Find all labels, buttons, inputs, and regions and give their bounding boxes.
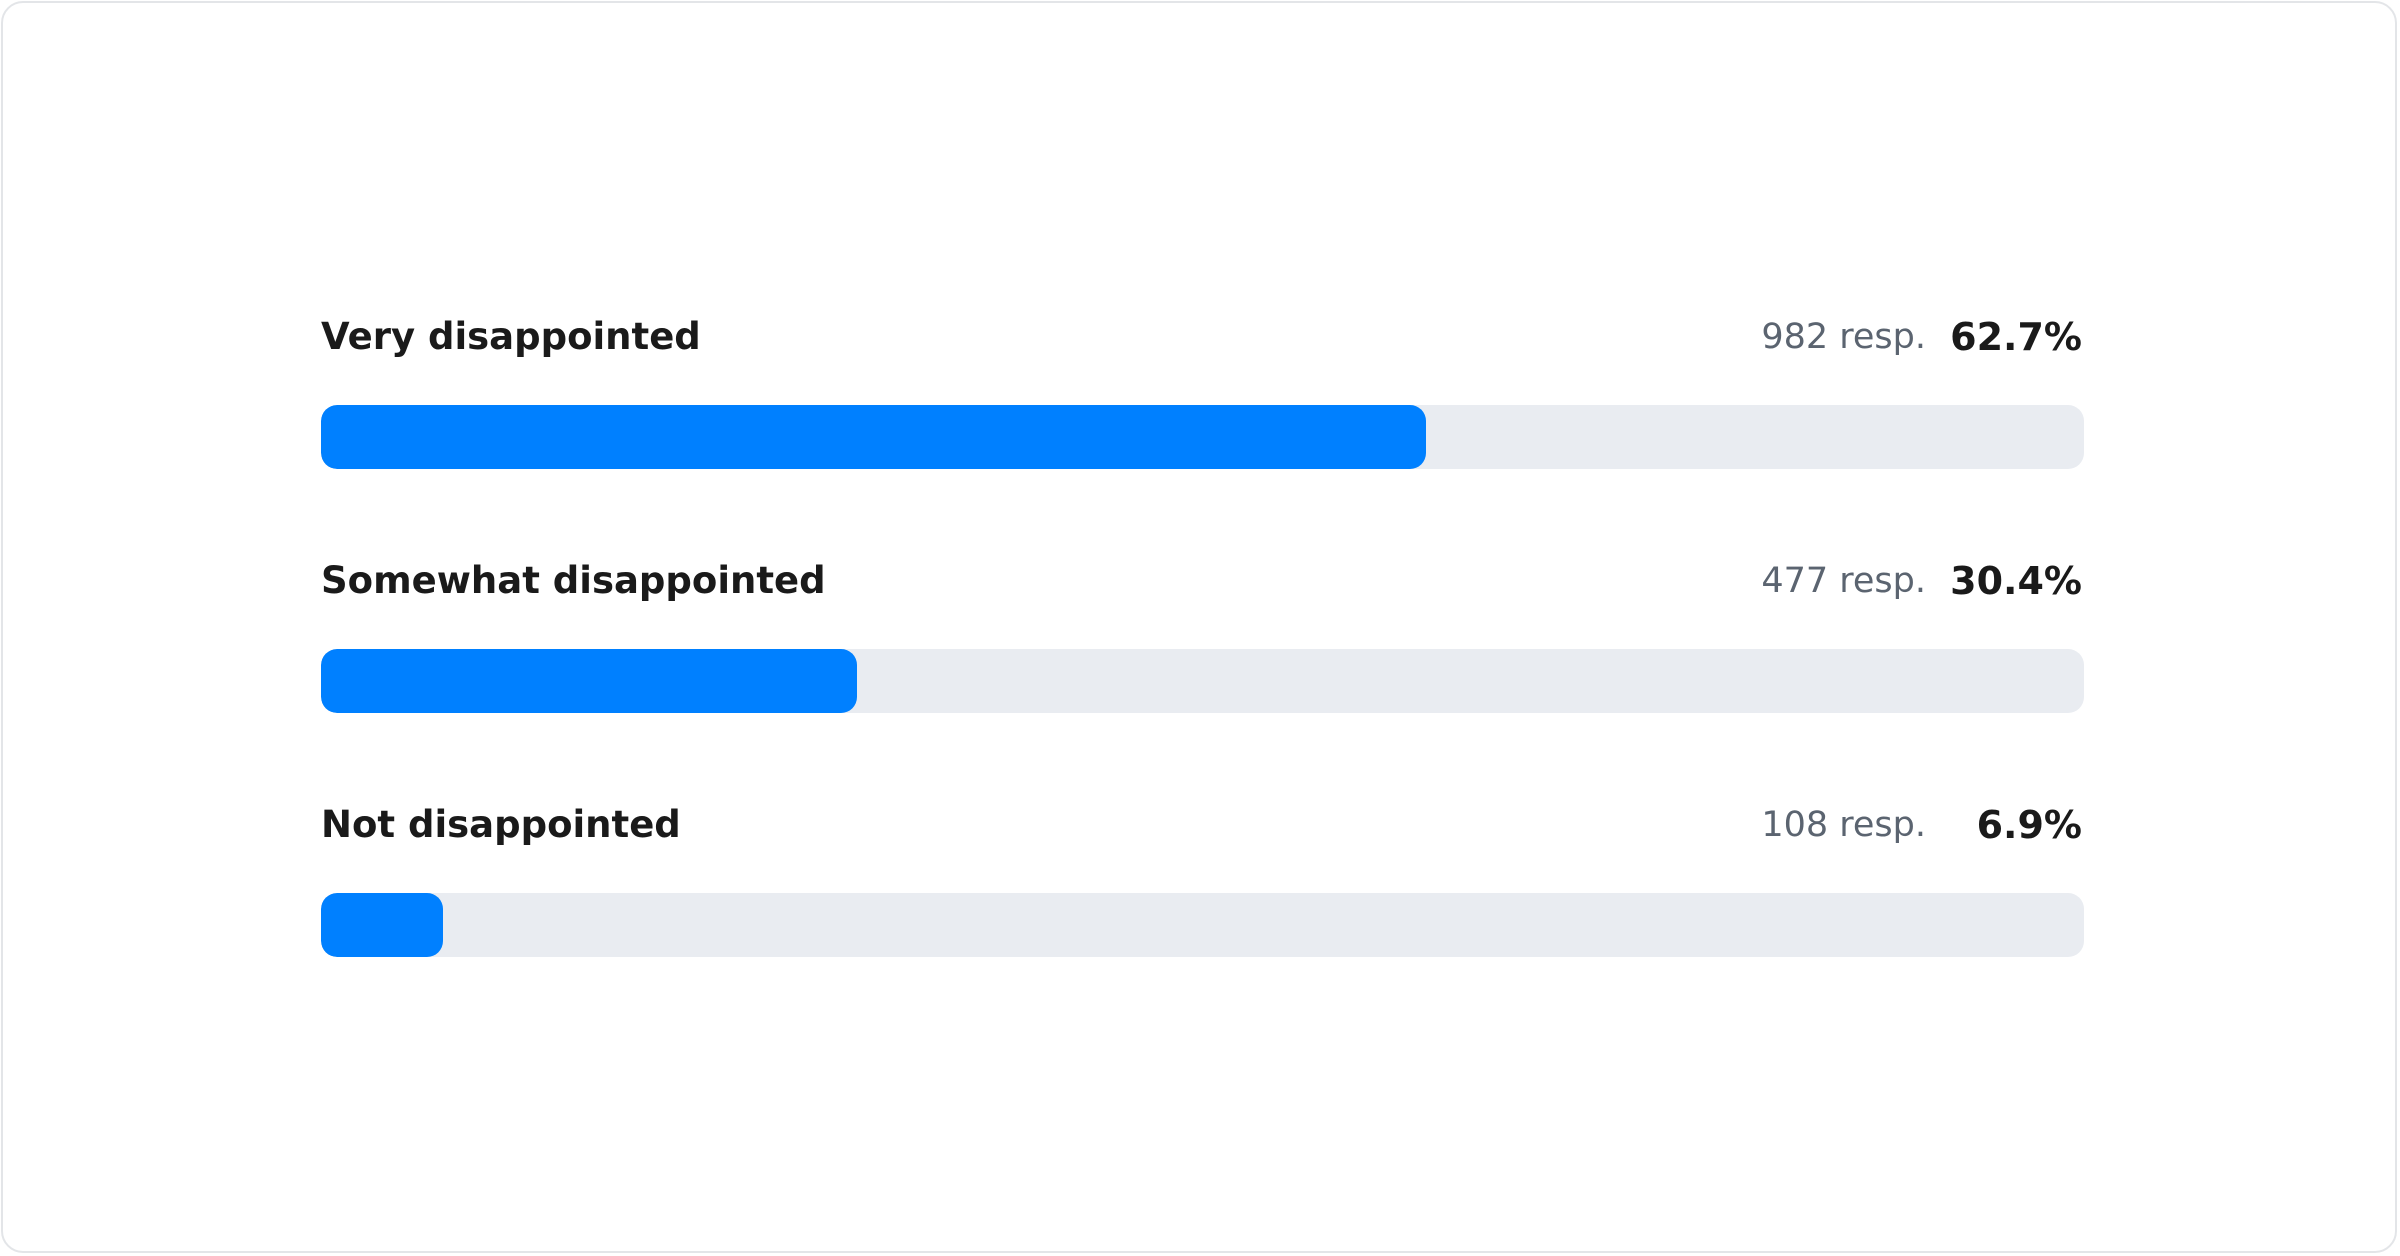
- bar-track: [321, 649, 2084, 713]
- response-count: 982 resp.: [1761, 317, 1926, 357]
- percent-label: 30.4%: [1950, 559, 2082, 603]
- percent-label: 62.7%: [1950, 315, 2082, 359]
- bar-track: [321, 893, 2084, 957]
- bar-fill: [321, 893, 443, 957]
- category-label: Not disappointed: [321, 803, 681, 846]
- response-count: 477 resp.: [1761, 561, 1926, 601]
- bar-fill: [321, 649, 857, 713]
- result-row: Very disappointed 982 resp. 62.7%: [321, 307, 2084, 469]
- result-row: Somewhat disappointed 477 resp. 30.4%: [321, 551, 2084, 713]
- percent-label: 6.9%: [1976, 803, 2082, 847]
- category-label: Very disappointed: [321, 315, 701, 358]
- response-count: 108 resp.: [1761, 805, 1926, 845]
- category-label: Somewhat disappointed: [321, 559, 826, 602]
- bar-track: [321, 405, 2084, 469]
- result-row: Not disappointed 108 resp. 6.9%: [321, 795, 2084, 957]
- bar-fill: [321, 405, 1427, 469]
